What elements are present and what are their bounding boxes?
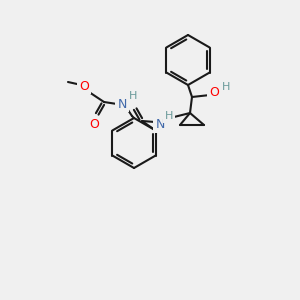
Text: O: O <box>209 86 219 100</box>
Text: O: O <box>79 80 89 92</box>
Text: H: H <box>222 82 230 92</box>
Text: H: H <box>129 91 137 101</box>
Text: N: N <box>117 98 127 110</box>
Text: H: H <box>165 111 173 121</box>
Text: O: O <box>127 92 137 106</box>
Text: O: O <box>89 118 99 130</box>
Text: N: N <box>155 118 165 131</box>
